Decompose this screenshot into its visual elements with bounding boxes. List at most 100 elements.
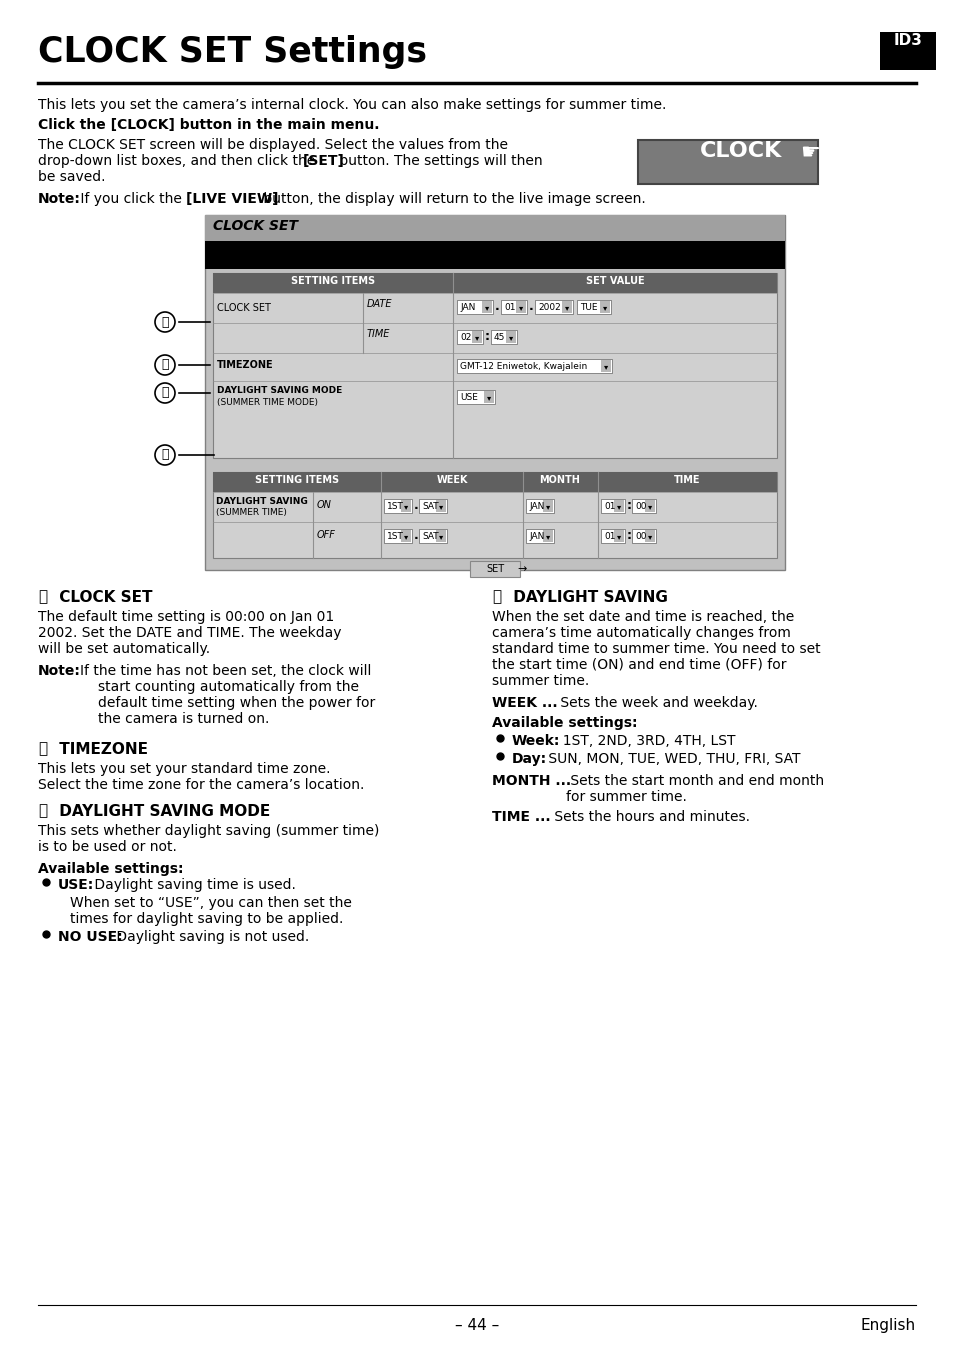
Text: is to be used or not.: is to be used or not. [38, 840, 176, 854]
Bar [614, 530, 623, 542]
Text: Sets the start month and end month: Sets the start month and end month [565, 773, 823, 788]
Text: SETTING ITEMS: SETTING ITEMS [254, 475, 338, 485]
Text: 1ST, 2ND, 3RD, 4TH, LST: 1ST, 2ND, 3RD, 4TH, LST [554, 734, 735, 748]
Bar [600, 499, 624, 512]
Text: The default time setting is 00:00 on Jan 01: The default time setting is 00:00 on Jan… [38, 610, 334, 625]
Text: TIME: TIME [367, 329, 390, 339]
Circle shape [154, 445, 174, 465]
Text: default time setting when the power for: default time setting when the power for [98, 696, 375, 710]
Bar [600, 529, 624, 544]
Text: Available settings:: Available settings: [492, 717, 637, 730]
Bar [542, 500, 553, 512]
Text: TIMEZONE: TIMEZONE [54, 742, 148, 757]
Text: :: : [626, 529, 631, 542]
Text: ②: ② [38, 742, 47, 756]
Bar [481, 301, 492, 314]
Bar [456, 300, 493, 314]
Bar [561, 301, 572, 314]
Text: ▾: ▾ [484, 303, 489, 312]
Bar [213, 273, 776, 458]
Text: SET: SET [485, 564, 503, 575]
Text: 00: 00 [635, 531, 646, 541]
Bar [525, 499, 554, 512]
Text: OFF: OFF [316, 530, 335, 539]
Text: .: . [414, 529, 418, 542]
Text: SAT: SAT [421, 502, 438, 511]
Text: TIME: TIME [673, 475, 700, 485]
Text: Daylight saving is not used.: Daylight saving is not used. [112, 930, 309, 944]
Text: 1ST: 1ST [387, 531, 403, 541]
Bar [213, 273, 776, 293]
Bar [456, 389, 495, 404]
Text: DAYLIGHT SAVING: DAYLIGHT SAVING [215, 498, 308, 506]
Text: :: : [626, 499, 631, 512]
Bar [472, 331, 481, 343]
Text: ☛: ☛ [800, 143, 820, 164]
Text: [LIVE VIEW]: [LIVE VIEW] [186, 192, 278, 206]
Text: SET VALUE: SET VALUE [585, 276, 643, 287]
Text: Sets the week and weekday.: Sets the week and weekday. [556, 696, 757, 710]
Text: 01: 01 [503, 303, 515, 312]
Text: ①: ① [161, 315, 169, 329]
Text: – 44 –: – 44 – [455, 1318, 498, 1333]
Text: times for daylight saving to be applied.: times for daylight saving to be applied. [70, 913, 343, 926]
Text: Note:: Note: [38, 192, 81, 206]
Bar [500, 300, 526, 314]
Text: the start time (ON) and end time (OFF) for: the start time (ON) and end time (OFF) f… [492, 658, 785, 672]
Text: camera’s time automatically changes from: camera’s time automatically changes from [492, 626, 790, 639]
Bar [384, 529, 412, 544]
Bar [456, 360, 612, 373]
Bar [638, 141, 817, 184]
Text: the camera is turned on.: the camera is turned on. [98, 713, 269, 726]
Text: 2002. Set the DATE and TIME. The weekday: 2002. Set the DATE and TIME. The weekday [38, 626, 341, 639]
Text: :: : [484, 330, 490, 343]
Bar [418, 499, 447, 512]
Text: ▾: ▾ [564, 303, 569, 312]
Text: Click the [CLOCK] button in the main menu.: Click the [CLOCK] button in the main men… [38, 118, 379, 132]
Text: GMT-12 Eniwetok, Kwajalein: GMT-12 Eniwetok, Kwajalein [459, 362, 587, 370]
Bar [400, 530, 411, 542]
Text: 1ST: 1ST [387, 502, 403, 511]
Text: Day:: Day: [512, 752, 547, 767]
Text: ▾: ▾ [403, 503, 408, 511]
Text: TUE: TUE [579, 303, 597, 312]
Text: ▾: ▾ [518, 303, 522, 312]
Bar [599, 301, 609, 314]
Text: ▾: ▾ [602, 303, 606, 312]
Bar [205, 215, 784, 241]
Text: TIMEZONE: TIMEZONE [216, 360, 274, 370]
Text: ▾: ▾ [545, 533, 550, 542]
Text: The CLOCK SET screen will be displayed. Select the values from the: The CLOCK SET screen will be displayed. … [38, 138, 507, 151]
Text: ④: ④ [161, 449, 169, 461]
Bar [644, 530, 655, 542]
Text: ③: ③ [161, 387, 169, 399]
Text: ▾: ▾ [647, 503, 652, 511]
Text: This lets you set the camera’s internal clock. You can also make settings for su: This lets you set the camera’s internal … [38, 97, 666, 112]
Text: USE: USE [459, 393, 477, 402]
Text: ②: ② [161, 358, 169, 372]
Text: DAYLIGHT SAVING MODE: DAYLIGHT SAVING MODE [216, 387, 342, 395]
Text: for summer time.: for summer time. [565, 790, 686, 804]
Text: TIME ...: TIME ... [492, 810, 550, 823]
Bar [436, 530, 446, 542]
Bar [542, 530, 553, 542]
Text: JAN: JAN [529, 502, 544, 511]
Text: SETTING ITEMS: SETTING ITEMS [291, 276, 375, 287]
Text: summer time.: summer time. [492, 675, 589, 688]
Text: DAYLIGHT SAVING MODE: DAYLIGHT SAVING MODE [54, 804, 270, 819]
Text: Daylight saving time is used.: Daylight saving time is used. [90, 877, 295, 892]
Text: ON: ON [316, 500, 332, 510]
Text: ①: ① [38, 589, 47, 604]
Text: drop-down list boxes, and then click the: drop-down list boxes, and then click the [38, 154, 319, 168]
Text: ▾: ▾ [617, 503, 620, 511]
Text: DAYLIGHT SAVING: DAYLIGHT SAVING [507, 589, 667, 604]
Bar [600, 360, 610, 372]
Text: WEEK: WEEK [436, 475, 467, 485]
Text: 02: 02 [459, 333, 471, 342]
Bar [205, 241, 784, 269]
Text: ▾: ▾ [617, 533, 620, 542]
Text: 45: 45 [494, 333, 505, 342]
Text: button. The settings will then: button. The settings will then [335, 154, 542, 168]
Text: When the set date and time is reached, the: When the set date and time is reached, t… [492, 610, 794, 625]
Bar [644, 500, 655, 512]
